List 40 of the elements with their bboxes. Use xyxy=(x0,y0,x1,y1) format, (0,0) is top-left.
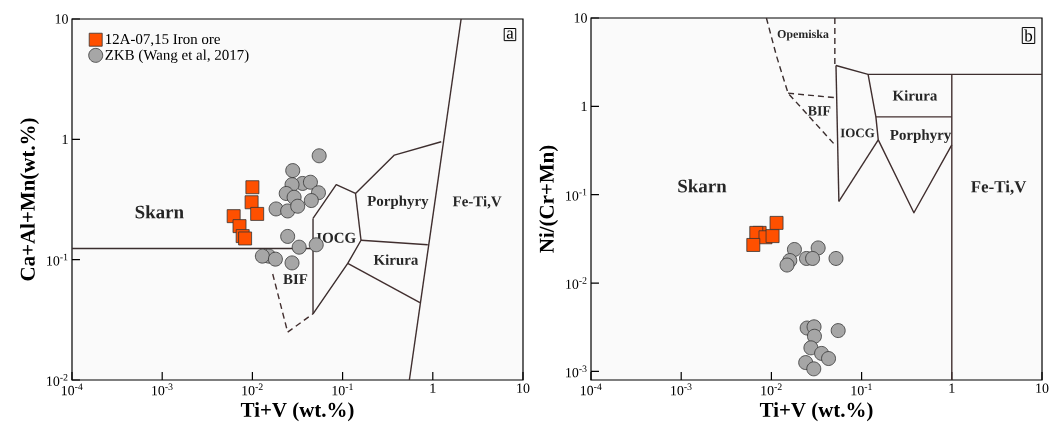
x-tick-label: 10 xyxy=(1036,383,1049,393)
annotation: Kirura xyxy=(373,254,419,265)
x-tick-label: 1 xyxy=(430,383,436,393)
x-tick-label: 10$^{-4}$ xyxy=(580,383,602,396)
annotation: Kirura xyxy=(892,90,938,101)
annotation: IOCG xyxy=(840,128,875,138)
x-tick-label: 1 xyxy=(949,383,955,393)
x-tick-label: 10 xyxy=(517,383,530,393)
annotation: Porphyry xyxy=(890,129,952,143)
y-tick-label: 1 xyxy=(62,134,68,144)
x-tick-label: 10$^{-4}$ xyxy=(61,383,83,396)
y-tick-label: 10 xyxy=(574,13,587,23)
y-axis-title: Ca+Al+Mn(wt.%) xyxy=(20,118,40,281)
annotation: Porphyry xyxy=(367,195,429,210)
annotation: Fe-Ti,V xyxy=(971,180,1027,195)
legend-label: ZKB (Wang et al, 2017) xyxy=(105,49,249,64)
y-tick-label: 10$^{-3}$ xyxy=(566,365,587,378)
y-tick-label: 10$^{-2}$ xyxy=(566,277,587,289)
x-tick-label: 10$^{-3}$ xyxy=(671,383,692,396)
x-tick-label: 10$^{-3}$ xyxy=(152,383,173,396)
y-tick-label: 10 xyxy=(55,14,68,24)
annotation: Skarn xyxy=(678,179,727,193)
annotation: Skarn xyxy=(135,205,184,219)
x-axis-title: Ti+V (wt.%) xyxy=(759,402,873,422)
x-tick-label: 10$^{-1}$ xyxy=(851,383,872,396)
annotation: Fe-Ti,V xyxy=(452,195,502,209)
y-tick-label: 1 xyxy=(581,101,587,111)
y-tick-label: 10$^{-1}$ xyxy=(47,253,68,266)
legend-label: 12A-07,15 Iron ore xyxy=(106,34,220,47)
annotation: BIF xyxy=(807,106,831,116)
x-axis-title: Ti+V (wt.%) xyxy=(240,402,354,422)
annotation: BIF xyxy=(283,274,308,284)
annotation: b xyxy=(1024,29,1033,42)
annotation: a xyxy=(506,30,514,39)
y-axis-title: Ni/(Cr+Mn) xyxy=(539,145,559,253)
x-tick-label: 10$^{-2}$ xyxy=(242,383,263,396)
y-tick-label: 10$^{-1}$ xyxy=(566,188,587,201)
x-tick-label: 10$^{-2}$ xyxy=(761,383,782,396)
annotation: Opemiska xyxy=(777,29,829,41)
x-tick-label: 10$^{-1}$ xyxy=(332,383,353,396)
